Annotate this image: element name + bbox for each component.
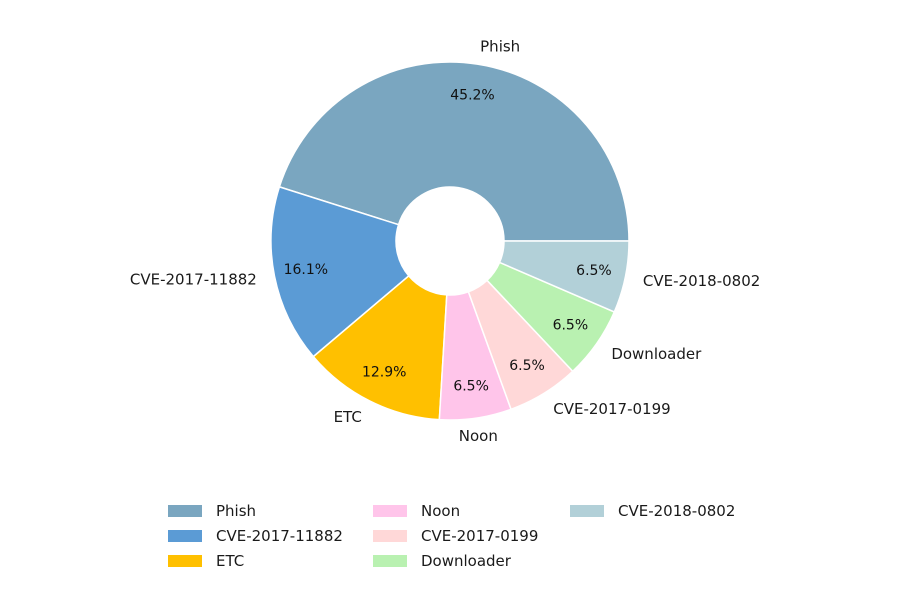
legend-item: CVE-2017-11882 — [160, 523, 365, 548]
slice-etc — [312, 274, 448, 421]
legend-label: CVE-2018-0802 — [618, 501, 736, 520]
legend-label: Phish — [216, 501, 257, 520]
legend-swatch — [168, 529, 202, 542]
percent-label: 6.5% — [453, 378, 489, 394]
chart-percent-labels: 45.2% 16.1% 12.9% 6.5% 6.5% 6.5% 6.5% — [284, 88, 612, 395]
category-label: CVE-2017-0199 — [553, 400, 670, 418]
category-label: ETC — [334, 408, 362, 426]
percent-label: 45.2% — [450, 88, 494, 104]
percent-label: 16.1% — [284, 262, 328, 278]
legend-label: Downloader — [421, 551, 511, 570]
legend-label: CVE-2017-0199 — [421, 526, 539, 545]
slice-cve-2017-11882 — [270, 185, 410, 358]
legend-item: CVE-2017-0199 — [365, 523, 562, 548]
percent-label: 6.5% — [576, 263, 612, 279]
legend-swatch — [168, 554, 202, 567]
category-label: CVE-2017-11882 — [130, 271, 257, 289]
legend-swatch — [373, 554, 407, 567]
legend-label: CVE-2017-11882 — [216, 526, 343, 545]
slice-cve-2018-0802 — [498, 240, 630, 313]
legend-swatch — [570, 504, 604, 517]
legend-item: Phish — [160, 498, 365, 523]
legend-item: CVE-2018-0802 — [562, 498, 752, 523]
legend-item: Downloader — [365, 548, 562, 573]
category-label: Downloader — [611, 345, 702, 363]
legend-swatch — [373, 529, 407, 542]
slice-phish — [278, 61, 630, 242]
category-label: Phish — [480, 37, 520, 55]
percent-label: 12.9% — [362, 364, 406, 380]
percent-label: 6.5% — [553, 317, 589, 333]
chart-slices — [270, 61, 630, 421]
legend-item: Noon — [365, 498, 562, 523]
legend-swatch — [168, 504, 202, 517]
legend-label: Noon — [421, 501, 461, 520]
legend-item: ETC — [160, 548, 365, 573]
legend-swatch — [373, 504, 407, 517]
chart-legend: Phish CVE-2017-11882 ETC Noon CVE-2017-0199 D… — [160, 498, 800, 578]
category-label: CVE-2018-0802 — [643, 272, 760, 290]
percent-label: 6.5% — [509, 358, 545, 374]
chart-category-labels: Phish CVE-2017-11882 ETC Noon CVE-2017-0199 D… — [130, 37, 760, 445]
category-label: Noon — [459, 427, 498, 445]
legend-label: ETC — [216, 551, 245, 570]
